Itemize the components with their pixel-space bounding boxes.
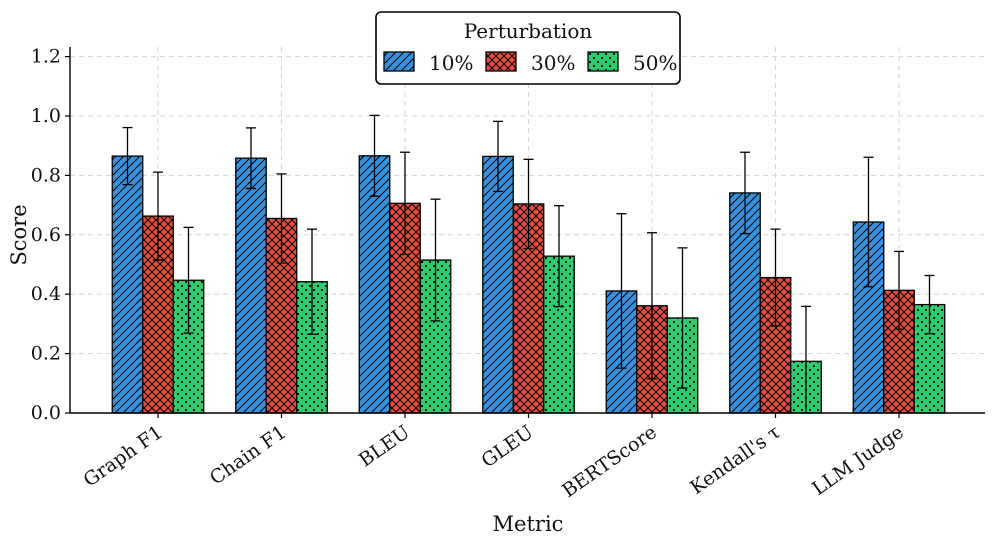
legend-label: 30% xyxy=(531,51,575,75)
legend-title: Perturbation xyxy=(464,19,593,43)
legend-swatch-pattern xyxy=(383,51,415,72)
y-tick-label: 1.0 xyxy=(31,105,61,127)
x-tick-label: Graph F1 xyxy=(79,421,166,491)
legend-label: 50% xyxy=(633,51,677,75)
y-axis-title: Score xyxy=(7,204,31,265)
x-tick-label: BLEU xyxy=(355,421,414,471)
bar-pattern xyxy=(235,157,267,414)
x-tick-label: Chain F1 xyxy=(206,421,290,489)
x-tick-label: BERTScore xyxy=(558,421,661,502)
bars-layer xyxy=(111,114,946,414)
x-tick-label: Kendall's τ xyxy=(686,421,784,499)
legend-swatch-pattern xyxy=(587,51,619,72)
bar-pattern xyxy=(913,303,946,414)
legend-label: 10% xyxy=(429,51,473,75)
y-tick-label: 0.4 xyxy=(31,283,61,305)
x-tick-label: LLM Judge xyxy=(808,421,908,500)
legend: Perturbation 10% 30% 50% xyxy=(375,11,681,85)
bar-pattern xyxy=(482,155,514,414)
legend-swatch-pattern xyxy=(485,51,517,72)
bar-pattern xyxy=(111,155,144,414)
y-tick-label: 0.2 xyxy=(31,343,61,365)
x-tick-label: GLEU xyxy=(477,421,537,472)
y-tick-label: 0.0 xyxy=(31,402,61,424)
y-tick-label: 1.2 xyxy=(31,46,61,68)
y-tick-label: 0.8 xyxy=(31,164,61,186)
x-axis-title: Metric xyxy=(493,512,564,536)
y-tick-label: 0.6 xyxy=(31,224,61,246)
